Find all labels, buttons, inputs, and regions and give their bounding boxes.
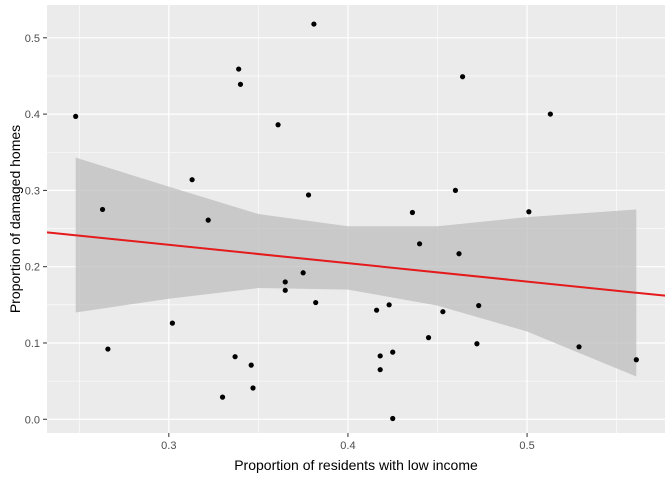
data-point [456,251,462,257]
data-point [390,349,396,355]
data-point [425,335,432,341]
data-point [313,299,319,306]
data-point [282,287,288,293]
data-point [547,111,553,117]
data-point [440,309,446,315]
data-point [248,362,254,368]
y-axis-title: Proportion of damaged homes [7,125,23,313]
data-point [386,302,392,308]
data-point [300,270,306,276]
data-point [390,415,396,422]
data-point [169,320,175,326]
data-point [377,353,383,359]
data-point [232,354,238,360]
y-axis: 0.0 0.1 0.2 0.3 0.4 0.5 [25,33,47,426]
data-point [205,217,211,223]
x-tick-label: 0.4 [340,440,355,452]
x-tick-label: 0.5 [519,440,534,452]
data-point [377,367,383,373]
data-point [237,81,244,87]
y-tick-label: 0.5 [25,33,40,45]
data-point [416,241,423,247]
data-point [282,279,288,285]
y-tick-label: 0.4 [25,109,40,121]
data-point [476,302,482,309]
data-point [73,113,79,119]
data-point [105,346,111,352]
data-points [73,21,639,422]
y-tick-label: 0.2 [25,262,40,274]
data-point [236,66,242,72]
x-tick-label: 0.3 [161,440,176,452]
data-point [474,341,480,347]
confidence-band [75,157,637,377]
data-point [219,394,226,400]
data-point [275,122,281,128]
y-tick-label: 0.3 [25,185,40,197]
y-tick-label: 0.1 [25,338,40,350]
data-point [374,307,380,313]
data-point [250,385,256,391]
data-point [459,74,466,80]
data-point [452,187,459,193]
data-point [305,192,312,198]
x-axis-title: Proportion of residents with low income [234,457,478,473]
data-point [311,21,317,27]
data-point [189,177,195,183]
y-tick-label: 0.0 [25,414,40,426]
regression-line [46,231,666,297]
data-point [576,344,582,350]
data-point [633,357,639,363]
data-point [526,209,532,215]
data-point [409,209,416,216]
data-point [99,206,106,213]
x-axis: 0.3 0.4 0.5 [161,433,535,452]
